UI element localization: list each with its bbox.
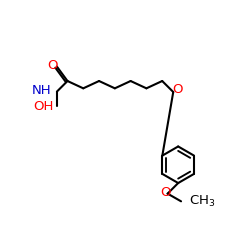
Text: O: O — [47, 58, 57, 71]
Text: O: O — [172, 83, 183, 96]
Text: OH: OH — [33, 100, 54, 112]
Text: O: O — [160, 186, 170, 198]
Text: NH: NH — [32, 84, 52, 97]
Text: CH$_3$: CH$_3$ — [189, 194, 215, 209]
